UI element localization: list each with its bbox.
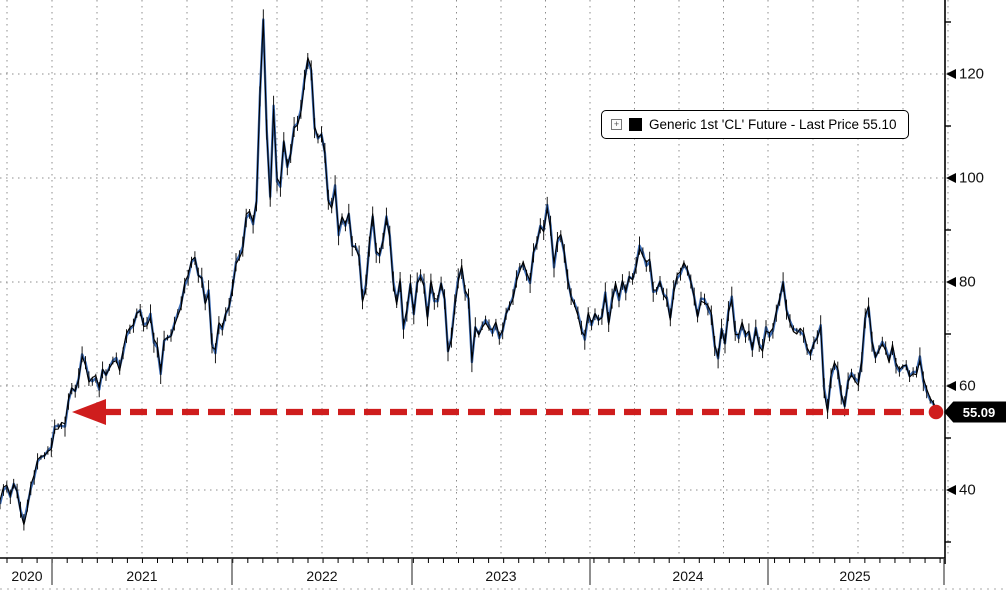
price-line-blue — [0, 18, 939, 524]
legend-series-marker — [629, 118, 642, 131]
y-axis-label-80: 80 — [959, 273, 976, 291]
year-label-2020: 2020 — [11, 568, 43, 584]
legend-box[interactable]: + Generic 1st 'CL' Future - Last Price 5… — [601, 110, 909, 139]
y-axis-label-40: 40 — [959, 481, 976, 499]
major-tick-arrow-icon — [946, 277, 956, 287]
legend-label: Generic 1st 'CL' Future - Last Price 55.… — [649, 117, 897, 132]
year-label-2025: 2025 — [839, 568, 871, 584]
major-tick-arrow-icon — [946, 173, 956, 183]
y-axis-label-120: 120 — [959, 65, 985, 83]
x-axis — [0, 557, 945, 585]
year-label-2023: 2023 — [485, 568, 517, 584]
expand-icon[interactable]: + — [611, 119, 622, 130]
annotation-arrow — [72, 399, 944, 425]
y-axis — [944, 0, 956, 564]
y-axis-label-100: 100 — [959, 169, 985, 187]
major-tick-arrow-icon — [946, 69, 956, 79]
year-label-2024: 2024 — [672, 568, 704, 584]
last-price-dot — [928, 404, 944, 420]
price-series — [0, 9, 939, 531]
last-price-tag: 55.09 — [944, 401, 1006, 423]
year-label-2022: 2022 — [306, 568, 338, 584]
year-label-2021: 2021 — [126, 568, 158, 584]
left-arrowhead-icon — [72, 399, 106, 425]
price-line-black — [0, 19, 938, 526]
price-line-ticks — [0, 9, 938, 531]
y-axis-label-60: 60 — [959, 377, 976, 395]
major-tick-arrow-icon — [946, 381, 956, 391]
major-tick-arrow-icon — [946, 485, 956, 495]
